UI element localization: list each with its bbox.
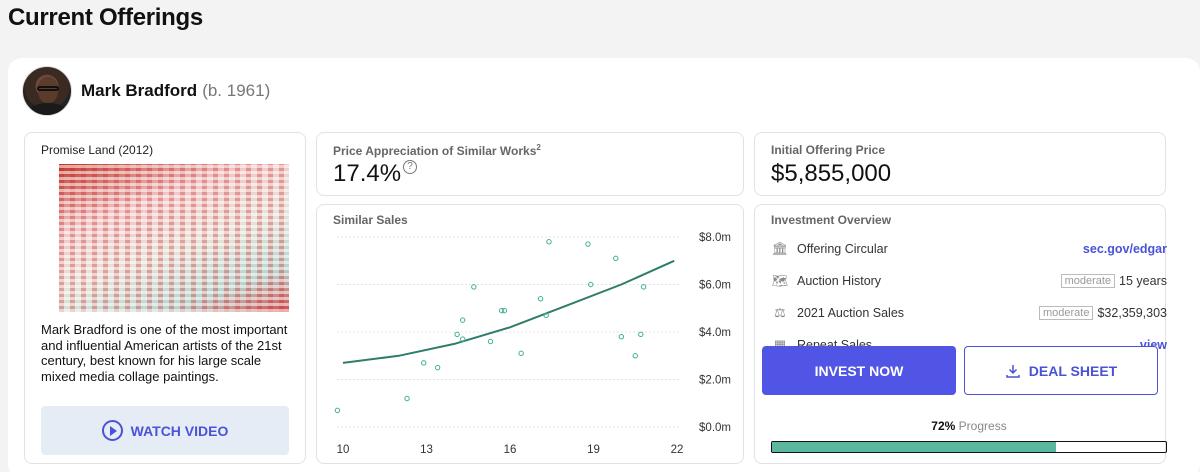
sale-point	[454, 331, 460, 338]
y-tick-label: $0.0m	[699, 422, 731, 434]
offering-panel: Mark Bradford (b. 1961) Promise Land (20…	[8, 58, 1200, 472]
similar-sales-card: Similar Sales $0.0m $2.0m $4.0m $6.0m $8.0m 1…	[316, 204, 744, 464]
y-tick-label: $8.0m	[699, 232, 731, 244]
artwork-card: Promise Land (2012) Mark Bradford is one…	[24, 132, 306, 464]
sale-point	[632, 353, 638, 359]
watch-video-label: WATCH VIDEO	[130, 422, 229, 439]
watch-video-button[interactable]: WATCH VIDEO	[41, 406, 289, 455]
y-tick-label: $4.0m	[699, 327, 731, 339]
sale-point	[585, 241, 591, 247]
download-icon	[1006, 364, 1020, 378]
appreciation-value: 17.4%	[333, 160, 402, 187]
page-title: Current Offerings	[8, 4, 203, 31]
moderate-badge: moderate	[1039, 306, 1094, 320]
gavel-icon: ⚖	[774, 305, 786, 320]
overview-row-label: 2021 Auction Sales	[797, 306, 905, 320]
sale-point	[501, 307, 508, 314]
artist-header: Mark Bradford (b. 1961)	[22, 66, 270, 116]
similar-sales-chart: $0.0m $2.0m $4.0m $6.0m $8.0m 10 13 16 19 22	[334, 232, 731, 456]
overview-row-auction-sales: ⚖ 2021 Auction Sales moderate $32,359,30…	[771, 303, 1167, 323]
artwork-description: Mark Bradford is one of the most importa…	[41, 322, 288, 384]
avatar	[22, 66, 72, 116]
sale-point	[543, 312, 549, 319]
progress-label: 72% Progress	[931, 419, 1007, 433]
deal-sheet-label: DEAL SHEET	[1028, 362, 1118, 379]
overview-row-value: $32,359,303	[1097, 306, 1167, 320]
x-tick-label: 10	[337, 444, 350, 456]
info-icon[interactable]: ?	[403, 160, 417, 174]
sale-point	[487, 338, 494, 345]
sale-point	[434, 364, 441, 371]
y-tick-label: $6.0m	[699, 280, 731, 292]
appreciation-card: Price Appreciation of Similar Works2 17.…	[316, 132, 744, 196]
sale-point	[459, 317, 466, 323]
similar-sales-label: Similar Sales	[333, 213, 408, 227]
trend-line	[342, 259, 675, 364]
offering-price-label: Initial Offering Price	[771, 143, 886, 157]
investment-overview-card: Investment Overview 🏛 Offering Circular …	[754, 204, 1167, 464]
x-tick-label: 13	[420, 444, 433, 456]
play-icon	[101, 420, 123, 441]
overview-row-value: 15 years	[1119, 274, 1167, 288]
bank-icon: 🏛	[771, 241, 789, 256]
appreciation-label: Price Appreciation of Similar Works2	[333, 143, 541, 158]
sale-point	[546, 239, 552, 245]
deal-sheet-button[interactable]: DEAL SHEET	[964, 346, 1158, 395]
moderate-badge: moderate	[1060, 274, 1116, 288]
map-icon: 🗺	[771, 273, 789, 288]
artwork-title: Promise Land (2012)	[41, 143, 154, 157]
sale-point	[618, 334, 625, 340]
sale-point	[498, 307, 505, 314]
overview-row-offering-circular: 🏛 Offering Circular sec.gov/edgar	[771, 239, 1167, 259]
y-tick-label: $2.0m	[699, 375, 731, 387]
sale-point	[421, 360, 427, 366]
artist-name: Mark Bradford	[81, 81, 198, 100]
sale-point	[588, 281, 594, 288]
x-tick-label: 19	[587, 444, 600, 456]
investment-overview-label: Investment Overview	[771, 213, 892, 227]
offering-price-card: Initial Offering Price $5,855,000	[754, 132, 1166, 196]
sale-point	[613, 255, 619, 262]
overview-row-label: Auction History	[797, 274, 882, 288]
overview-row-label: Offering Circular	[797, 242, 888, 256]
sale-point	[638, 331, 644, 338]
progress-fill	[772, 442, 1056, 452]
sale-point	[640, 284, 647, 290]
sec-edgar-link[interactable]: sec.gov/edgar	[1082, 242, 1167, 256]
sale-point	[518, 350, 524, 357]
sale-point	[404, 395, 410, 402]
sale-point	[471, 284, 477, 290]
artwork-image	[59, 164, 289, 312]
progress-bar	[771, 441, 1167, 453]
appreciation-footnote: 2	[536, 143, 541, 152]
sale-point	[459, 336, 466, 342]
sale-point	[334, 407, 341, 414]
artist-born: (b. 1961)	[202, 81, 271, 100]
x-tick-label: 16	[504, 444, 517, 456]
sale-point	[537, 296, 544, 302]
offering-price-value: $5,855,000	[771, 160, 892, 187]
invest-now-button[interactable]: INVEST NOW	[762, 346, 956, 395]
overview-row-auction-history: 🗺 Auction History moderate 15 years	[771, 271, 1167, 291]
x-tick-label: 22	[671, 444, 684, 456]
